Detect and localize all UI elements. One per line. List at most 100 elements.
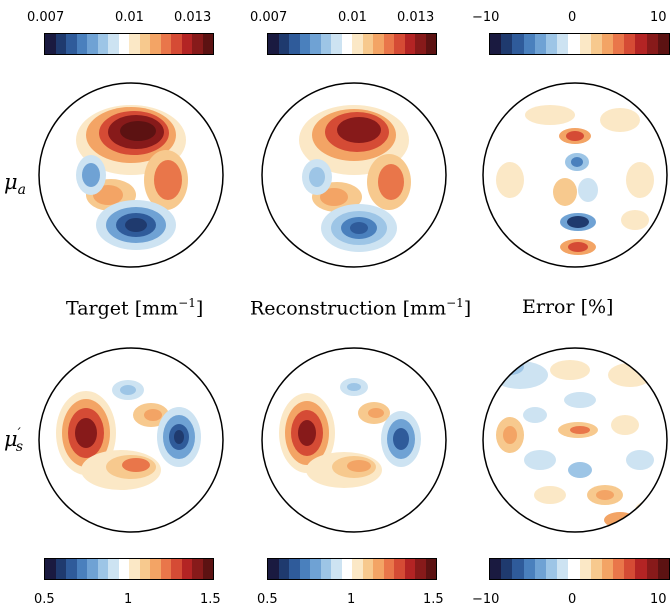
colorbar-segment (160, 559, 171, 579)
colorbar-segment (139, 34, 150, 54)
colorbar-segment (171, 559, 182, 579)
colorbar-segment (601, 34, 614, 54)
panel-mu-s-target (38, 347, 224, 533)
cbar-top-target-tick-3: 0.013 (174, 10, 212, 25)
colorbar-segment (635, 559, 647, 579)
colorbar-segment (425, 559, 436, 579)
colorbar-segment (657, 559, 669, 579)
colorbar-segment (394, 34, 405, 54)
colorbar-segment (490, 559, 502, 579)
colorbar-segment (568, 559, 580, 579)
colorbar-segment (87, 34, 98, 54)
colorbar-segment (362, 34, 373, 54)
colorbar-segment (590, 559, 602, 579)
colorbar-segment (568, 34, 580, 54)
colorbar-segment (383, 34, 394, 54)
colorbar-segment (557, 559, 569, 579)
colorbar-segment (76, 559, 87, 579)
colorbar-segment (331, 34, 342, 54)
cbar-top-recon-tick-1: 0.007 (250, 10, 288, 25)
colorbar-top-target (44, 33, 214, 55)
cbar-bottom-target-tick-2: 1 (124, 592, 133, 607)
colorbar-segment (557, 34, 569, 54)
colorbar-bottom-recon (267, 558, 437, 580)
panel-mu-a-error (482, 82, 668, 268)
colorbar-segment (139, 559, 150, 579)
colorbar-segment (66, 34, 77, 54)
colorbar-top-error (489, 33, 670, 55)
colorbar-segment (45, 559, 56, 579)
cbar-bottom-recon-tick-2: 1 (347, 592, 356, 607)
colorbar-segment (160, 34, 171, 54)
colorbar-segment (352, 559, 363, 579)
colorbar-top-recon (267, 33, 437, 55)
colorbar-bottom-error (489, 558, 670, 580)
colorbar-segment (299, 34, 310, 54)
column-title-target: Target [mm−1] (66, 296, 204, 320)
cbar-top-error-tick-1: −10 (472, 10, 500, 25)
colorbar-segment (404, 34, 415, 54)
colorbar-segment (352, 34, 363, 54)
colorbar-segment (624, 559, 636, 579)
colorbar-segment (108, 559, 119, 579)
panel-mu-s-reconstruction (261, 347, 447, 533)
cbar-bottom-recon-tick-1: 0.5 (257, 592, 278, 607)
colorbar-segment (76, 34, 87, 54)
colorbar-segment (202, 34, 213, 54)
colorbar-segment (523, 559, 535, 579)
colorbar-segment (490, 34, 502, 54)
cbar-top-error-tick-2: 0 (568, 10, 577, 25)
colorbar-segment (635, 34, 647, 54)
colorbar-segment (646, 559, 658, 579)
cbar-top-target-tick-2: 0.01 (115, 10, 144, 25)
row-label-mu-s: μ′s (4, 426, 24, 456)
colorbar-segment (383, 559, 394, 579)
colorbar-segment (55, 34, 66, 54)
colorbar-segment (150, 559, 161, 579)
colorbar-segment (545, 559, 558, 579)
colorbar-segment (545, 34, 558, 54)
colorbar-segment (534, 34, 546, 54)
panel-mu-a-target (38, 82, 224, 268)
colorbar-segment (613, 559, 625, 579)
colorbar-segment (415, 559, 426, 579)
cbar-bottom-recon-tick-3: 1.5 (423, 592, 444, 607)
colorbar-segment (55, 559, 66, 579)
colorbar-segment (66, 559, 77, 579)
colorbar-segment (181, 34, 192, 54)
colorbar-segment (129, 34, 140, 54)
colorbar-segment (394, 559, 405, 579)
colorbar-segment (118, 559, 129, 579)
cbar-top-error-tick-3: 10 (650, 10, 667, 25)
colorbar-segment (404, 559, 415, 579)
row-label-mu-a: μa (4, 170, 27, 199)
colorbar-segment (181, 559, 192, 579)
colorbar-bottom-target (44, 558, 214, 580)
colorbar-segment (601, 559, 614, 579)
cbar-top-target-tick-1: 0.007 (27, 10, 65, 25)
colorbar-segment (373, 559, 384, 579)
colorbar-segment (341, 34, 352, 54)
colorbar-segment (192, 34, 203, 54)
colorbar-segment (192, 559, 203, 579)
colorbar-segment (579, 559, 591, 579)
colorbar-segment (129, 559, 140, 579)
colorbar-segment (341, 559, 352, 579)
panel-mu-s-error (482, 347, 668, 533)
colorbar-segment (613, 34, 625, 54)
colorbar-segment (646, 34, 658, 54)
panel-mu-a-reconstruction (261, 82, 447, 268)
colorbar-segment (97, 34, 108, 54)
colorbar-segment (501, 34, 513, 54)
colorbar-segment (150, 34, 161, 54)
colorbar-segment (657, 34, 669, 54)
colorbar-segment (97, 559, 108, 579)
colorbar-segment (118, 34, 129, 54)
colorbar-segment (579, 34, 591, 54)
colorbar-segment (289, 34, 300, 54)
colorbar-segment (320, 559, 331, 579)
cbar-top-recon-tick-3: 0.013 (397, 10, 435, 25)
cbar-bottom-error-tick-1: −10 (472, 592, 500, 607)
colorbar-segment (310, 559, 321, 579)
colorbar-segment (268, 559, 279, 579)
